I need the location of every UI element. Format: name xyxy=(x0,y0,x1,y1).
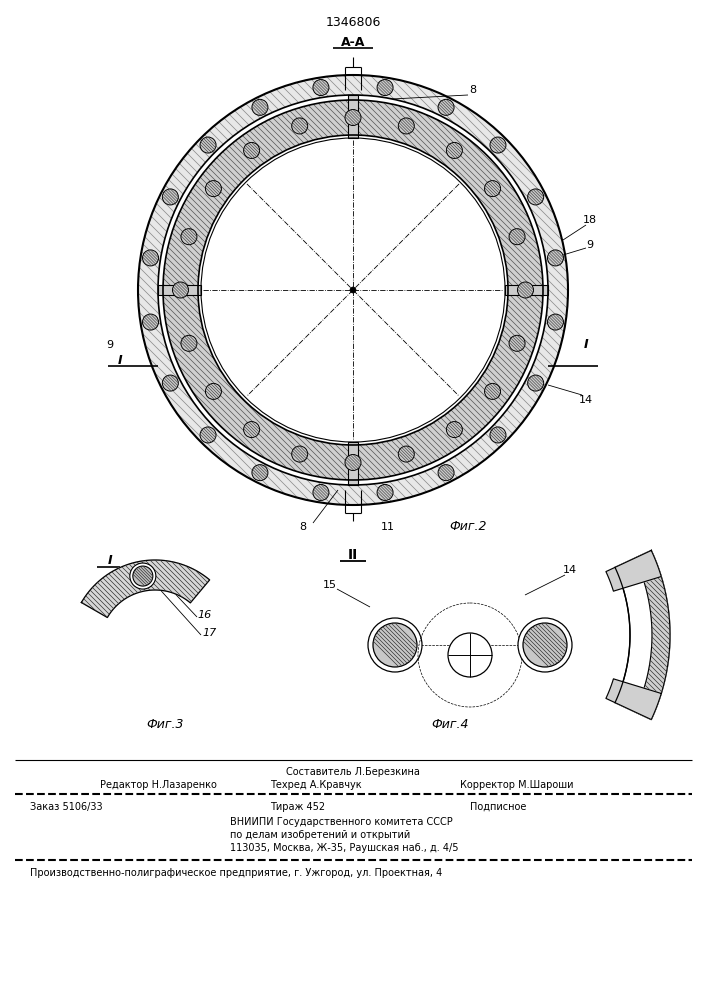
Text: 17: 17 xyxy=(203,628,217,638)
Circle shape xyxy=(181,229,197,245)
Circle shape xyxy=(490,137,506,153)
Text: 16: 16 xyxy=(198,610,212,620)
Circle shape xyxy=(130,563,156,589)
Text: Подписное: Подписное xyxy=(470,802,527,812)
Circle shape xyxy=(438,465,454,481)
Text: 14: 14 xyxy=(563,565,577,575)
Circle shape xyxy=(201,138,505,442)
Circle shape xyxy=(244,142,259,158)
Text: по делам изобретений и открытий: по делам изобретений и открытий xyxy=(230,830,410,840)
Text: II: II xyxy=(348,548,358,562)
Circle shape xyxy=(527,189,544,205)
Circle shape xyxy=(206,181,221,197)
Circle shape xyxy=(133,566,153,586)
Circle shape xyxy=(509,335,525,351)
Text: Производственно-полиграфическое предприятие, г. Ужгород, ул. Проектная, 4: Производственно-полиграфическое предприя… xyxy=(30,868,443,878)
Circle shape xyxy=(206,383,221,399)
Circle shape xyxy=(158,95,548,485)
Circle shape xyxy=(244,422,259,438)
Circle shape xyxy=(292,118,308,134)
Circle shape xyxy=(292,446,308,462)
Circle shape xyxy=(509,229,525,245)
Circle shape xyxy=(547,314,563,330)
Circle shape xyxy=(173,282,189,298)
Text: Фиг.4: Фиг.4 xyxy=(431,718,469,732)
Circle shape xyxy=(523,623,567,667)
Text: А-А: А-А xyxy=(341,35,366,48)
Text: Заказ 5106/33: Заказ 5106/33 xyxy=(30,802,103,812)
Polygon shape xyxy=(606,679,661,720)
Circle shape xyxy=(518,282,534,298)
Polygon shape xyxy=(615,550,670,720)
Text: 9: 9 xyxy=(107,340,114,350)
Circle shape xyxy=(368,618,422,672)
Text: 15: 15 xyxy=(323,580,337,590)
Circle shape xyxy=(181,335,197,351)
Circle shape xyxy=(490,427,506,443)
Circle shape xyxy=(398,446,414,462)
Text: Фиг.2: Фиг.2 xyxy=(449,520,486,534)
Circle shape xyxy=(527,375,544,391)
Circle shape xyxy=(448,633,492,677)
Circle shape xyxy=(138,75,568,505)
Polygon shape xyxy=(606,550,661,591)
Circle shape xyxy=(547,250,563,266)
FancyBboxPatch shape xyxy=(505,285,548,295)
Polygon shape xyxy=(81,560,210,617)
Text: Фиг.3: Фиг.3 xyxy=(146,718,184,732)
FancyBboxPatch shape xyxy=(348,442,358,485)
Circle shape xyxy=(438,99,454,115)
Text: Составитель Л.Березкина: Составитель Л.Березкина xyxy=(286,767,420,777)
Circle shape xyxy=(313,484,329,500)
Text: Техред А.Кравчук: Техред А.Кравчук xyxy=(270,780,361,790)
Circle shape xyxy=(163,100,543,480)
Text: I: I xyxy=(117,354,122,366)
Text: 8: 8 xyxy=(300,522,307,532)
Circle shape xyxy=(373,623,417,667)
Circle shape xyxy=(252,465,268,481)
Text: I: I xyxy=(107,554,112,566)
Text: Тираж 452: Тираж 452 xyxy=(270,802,325,812)
Circle shape xyxy=(484,181,501,197)
Text: 9: 9 xyxy=(586,240,594,250)
Circle shape xyxy=(446,422,462,438)
Circle shape xyxy=(345,109,361,125)
Text: 18: 18 xyxy=(583,215,597,225)
Circle shape xyxy=(163,375,178,391)
FancyBboxPatch shape xyxy=(348,95,358,138)
Circle shape xyxy=(143,250,158,266)
Text: 1346806: 1346806 xyxy=(325,15,380,28)
Circle shape xyxy=(163,189,178,205)
Circle shape xyxy=(198,135,508,445)
Circle shape xyxy=(484,383,501,399)
Circle shape xyxy=(377,80,393,96)
Circle shape xyxy=(518,618,572,672)
Circle shape xyxy=(345,454,361,471)
Circle shape xyxy=(252,99,268,115)
Text: Редактор Н.Лазаренко: Редактор Н.Лазаренко xyxy=(100,780,217,790)
Text: Корректор М.Шароши: Корректор М.Шароши xyxy=(460,780,573,790)
Text: 11: 11 xyxy=(381,522,395,532)
Text: 14: 14 xyxy=(579,395,593,405)
Text: 8: 8 xyxy=(469,85,477,95)
Polygon shape xyxy=(635,550,670,720)
Text: 113035, Москва, Ж-35, Раушская наб., д. 4/5: 113035, Москва, Ж-35, Раушская наб., д. … xyxy=(230,843,459,853)
Circle shape xyxy=(350,287,356,293)
Circle shape xyxy=(398,118,414,134)
Circle shape xyxy=(143,314,158,330)
Circle shape xyxy=(446,142,462,158)
Circle shape xyxy=(377,484,393,500)
Text: I: I xyxy=(584,338,588,352)
Circle shape xyxy=(313,80,329,96)
Circle shape xyxy=(200,137,216,153)
Circle shape xyxy=(200,427,216,443)
Text: ВНИИПИ Государственного комитета СССР: ВНИИПИ Государственного комитета СССР xyxy=(230,817,452,827)
FancyBboxPatch shape xyxy=(158,285,201,295)
